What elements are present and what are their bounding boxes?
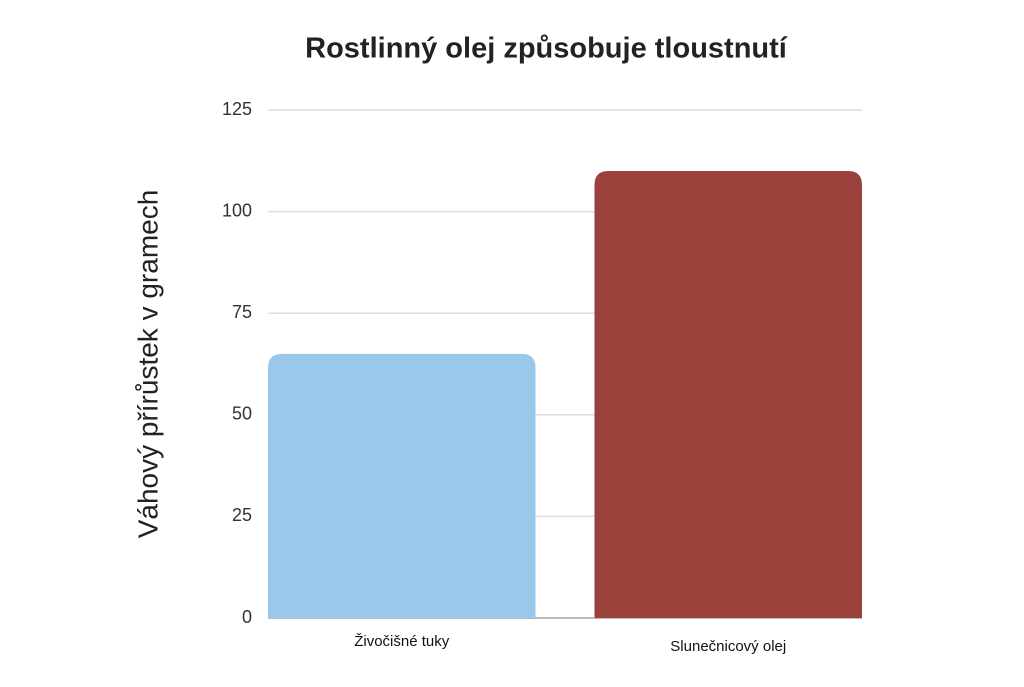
x-tick-label: Slunečnicový olej: [670, 638, 786, 655]
y-tick-label: 50: [232, 404, 252, 424]
x-tick-label: Živočišné tuky: [354, 633, 450, 650]
y-tick-label: 25: [232, 505, 252, 525]
y-tick-label: 125: [222, 99, 252, 119]
bar: [268, 353, 536, 618]
y-tick-label: 0: [242, 607, 252, 627]
chart-title: Rostlinný olej způsobuje tloustnutí: [305, 33, 788, 65]
bar: [594, 170, 862, 618]
y-axis-label: Váhový přírůstek v gramech: [132, 190, 163, 539]
y-tick-label: 75: [232, 302, 252, 322]
y-tick-label: 100: [222, 200, 252, 220]
